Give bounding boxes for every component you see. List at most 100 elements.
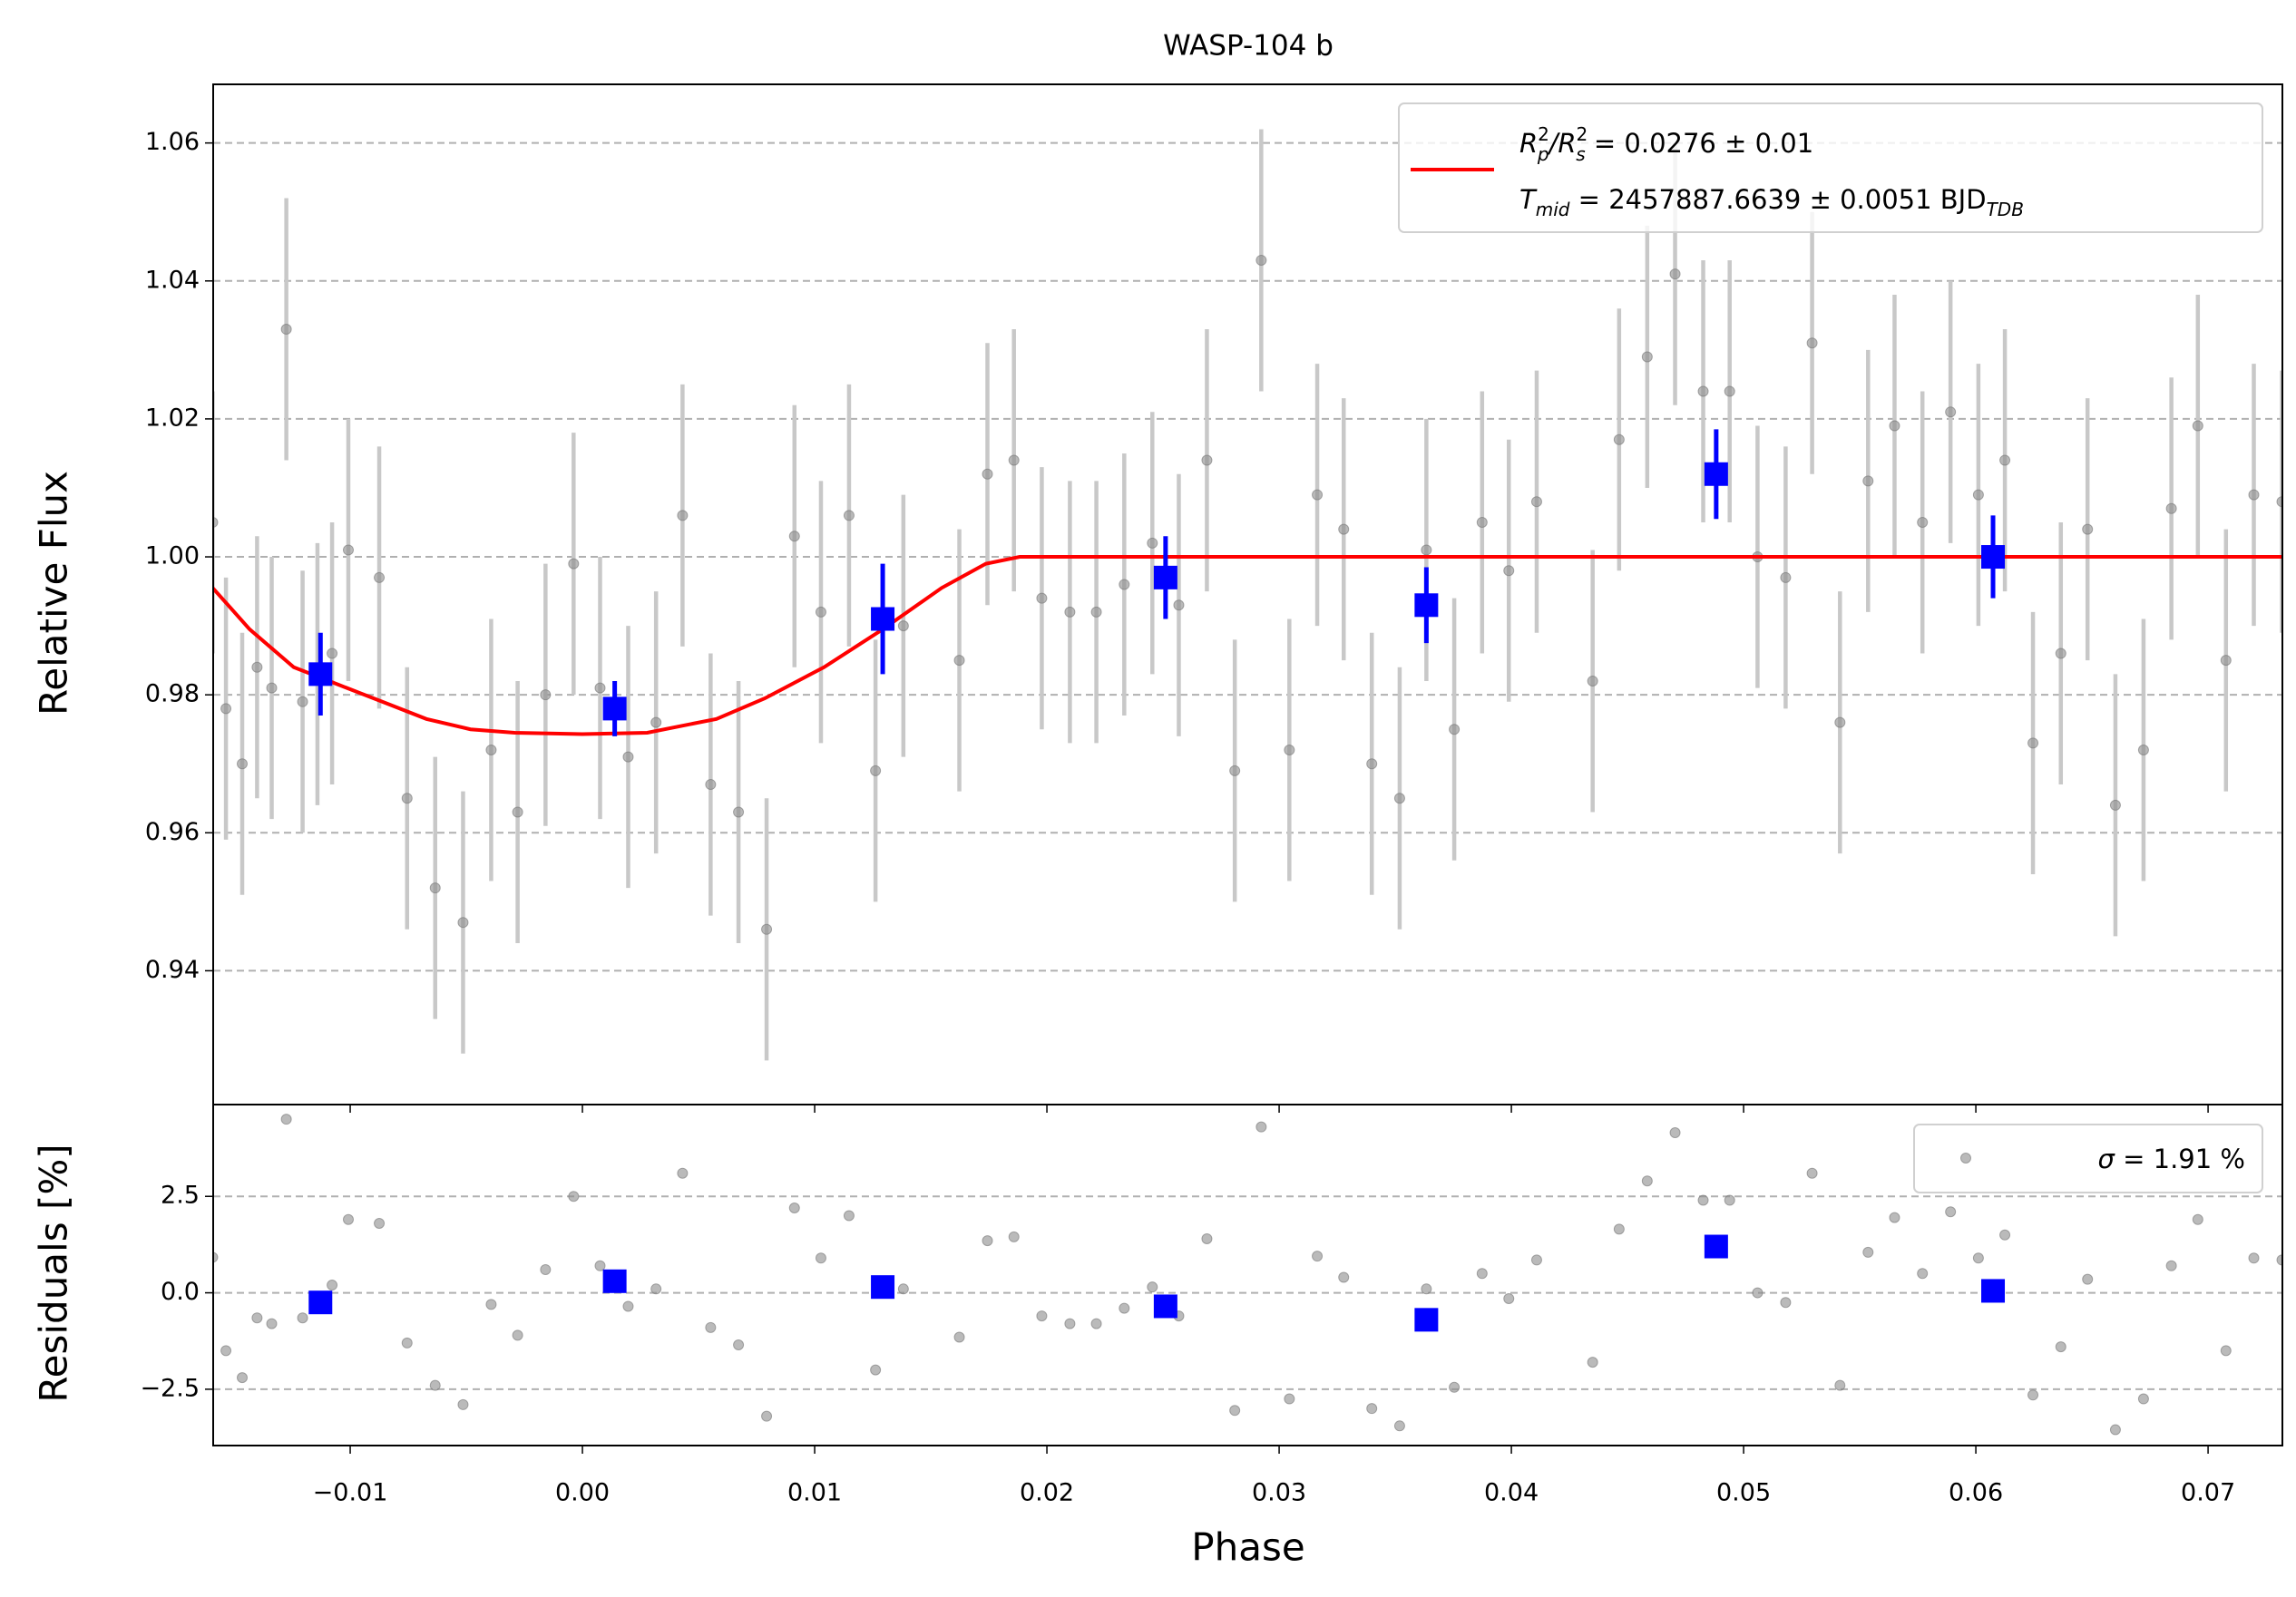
- data-point: [237, 758, 249, 770]
- data-point: [1999, 454, 2011, 466]
- data-point: [1255, 254, 1267, 266]
- data-point: [1641, 1175, 1653, 1187]
- data-point: [622, 751, 634, 763]
- data-point: [401, 793, 413, 804]
- data-point: [1780, 571, 1792, 583]
- data-point: [1064, 606, 1076, 618]
- data-point: [1724, 385, 1735, 397]
- data-point: [1503, 565, 1515, 577]
- legend-text: = 0.0276 ± 0.01: [1586, 128, 1814, 159]
- data-point: [1229, 764, 1241, 776]
- data-point: [266, 682, 278, 694]
- data-point: [1036, 1310, 1048, 1322]
- data-point: [327, 648, 338, 659]
- data-point: [251, 661, 263, 673]
- legend-text: R: [1519, 128, 1538, 159]
- legend-text: T: [1519, 184, 1538, 215]
- data-point: [280, 1114, 292, 1125]
- x-tick-label: 0.02: [1020, 1479, 1074, 1507]
- data-point: [1147, 1281, 1158, 1293]
- data-point: [1972, 1252, 1984, 1264]
- data-point: [1449, 724, 1461, 735]
- data-point: [2055, 1341, 2066, 1353]
- binned-point: [1414, 1308, 1439, 1332]
- data-point: [1119, 579, 1130, 590]
- data-point: [1008, 1231, 1020, 1242]
- data-point: [1393, 1420, 1405, 1432]
- data-point: [982, 468, 993, 480]
- data-point: [622, 1300, 634, 1312]
- data-point: [1889, 420, 1900, 432]
- data-point: [2248, 489, 2260, 501]
- binned-point: [1981, 1279, 2006, 1303]
- binned-point: [1153, 565, 1177, 589]
- data-point: [788, 531, 800, 542]
- x-tick-label: 0.03: [1252, 1479, 1306, 1507]
- data-point: [1587, 1357, 1598, 1368]
- y-tick-label: 1.06: [145, 128, 200, 156]
- data-point: [2109, 1424, 2121, 1436]
- y-tick-label: −2.5: [140, 1374, 200, 1402]
- data-point: [1697, 1194, 1709, 1206]
- data-point: [1312, 1251, 1324, 1262]
- data-point: [485, 745, 497, 756]
- data-point: [1201, 454, 1213, 466]
- y-tick-label: 0.94: [145, 956, 200, 984]
- data-point: [650, 716, 662, 728]
- data-point: [897, 620, 909, 632]
- data-point: [2165, 502, 2177, 514]
- x-tick-label: −0.01: [313, 1479, 388, 1507]
- legend: R2 p/R2 s = 0.0276 ± 0.01 Tmid = 2457887.6…: [1398, 102, 2263, 233]
- data-point: [1945, 1206, 1957, 1218]
- data-point: [1064, 1318, 1076, 1329]
- chart-title: WASP-104 b: [1163, 30, 1334, 63]
- data-point: [220, 703, 232, 715]
- data-point: [374, 1218, 386, 1230]
- data-point: [2192, 420, 2203, 432]
- legend-text: p: [1537, 143, 1549, 165]
- data-point: [2027, 1389, 2039, 1401]
- data-point: [594, 1260, 606, 1271]
- data-point: [705, 779, 717, 791]
- plot-area: 0.94 0.96 0.98 1.00 1.02 1.04 1.06 −2.5 0.0 2.5 −0…: [140, 83, 2283, 1507]
- data-point: [429, 1379, 441, 1391]
- data-point: [1834, 716, 1846, 728]
- legend-marker: [1960, 1153, 1971, 1164]
- data-point: [1806, 1167, 1818, 1179]
- legend-text: = 1.91 %: [2115, 1144, 2245, 1174]
- data-point: [1862, 1246, 1874, 1258]
- data-point: [1697, 385, 1709, 397]
- data-point: [1613, 433, 1625, 445]
- data-point: [2137, 1393, 2149, 1405]
- y-tick-label: 1.04: [145, 266, 200, 294]
- data-point: [1366, 758, 1378, 770]
- data-point: [2248, 1252, 2260, 1264]
- data-point: [2082, 523, 2094, 535]
- binned-point: [308, 662, 333, 687]
- data-point: [1449, 1381, 1461, 1393]
- data-point: [1090, 1318, 1102, 1329]
- legend-text: = 2457887.6639 ± 0.0051 BJD: [1569, 184, 1986, 215]
- data-point: [429, 882, 441, 894]
- data-point: [342, 1213, 354, 1225]
- data-point: [1284, 745, 1295, 756]
- data-point: [220, 1345, 232, 1357]
- data-point: [677, 1167, 689, 1179]
- data-point: [1312, 489, 1324, 501]
- data-point: [2082, 1273, 2094, 1285]
- data-point: [237, 1372, 249, 1384]
- binned-point: [602, 1269, 627, 1293]
- legend-label: R2 p/R2 s = 0.0276 ± 0.01: [1519, 123, 1813, 165]
- data-point: [2055, 648, 2066, 659]
- legend-box: [1398, 102, 2263, 233]
- data-point: [1229, 1405, 1241, 1417]
- data-point: [1917, 517, 1929, 529]
- data-point: [1834, 1379, 1846, 1391]
- plot-clip: [213, 129, 2282, 1061]
- data-point: [1338, 523, 1350, 535]
- binned-point: [1981, 545, 2006, 570]
- data-point: [733, 1339, 745, 1350]
- data-point: [2109, 799, 2121, 811]
- x-tick-label: 0.00: [555, 1479, 610, 1507]
- data-point: [2220, 1345, 2232, 1357]
